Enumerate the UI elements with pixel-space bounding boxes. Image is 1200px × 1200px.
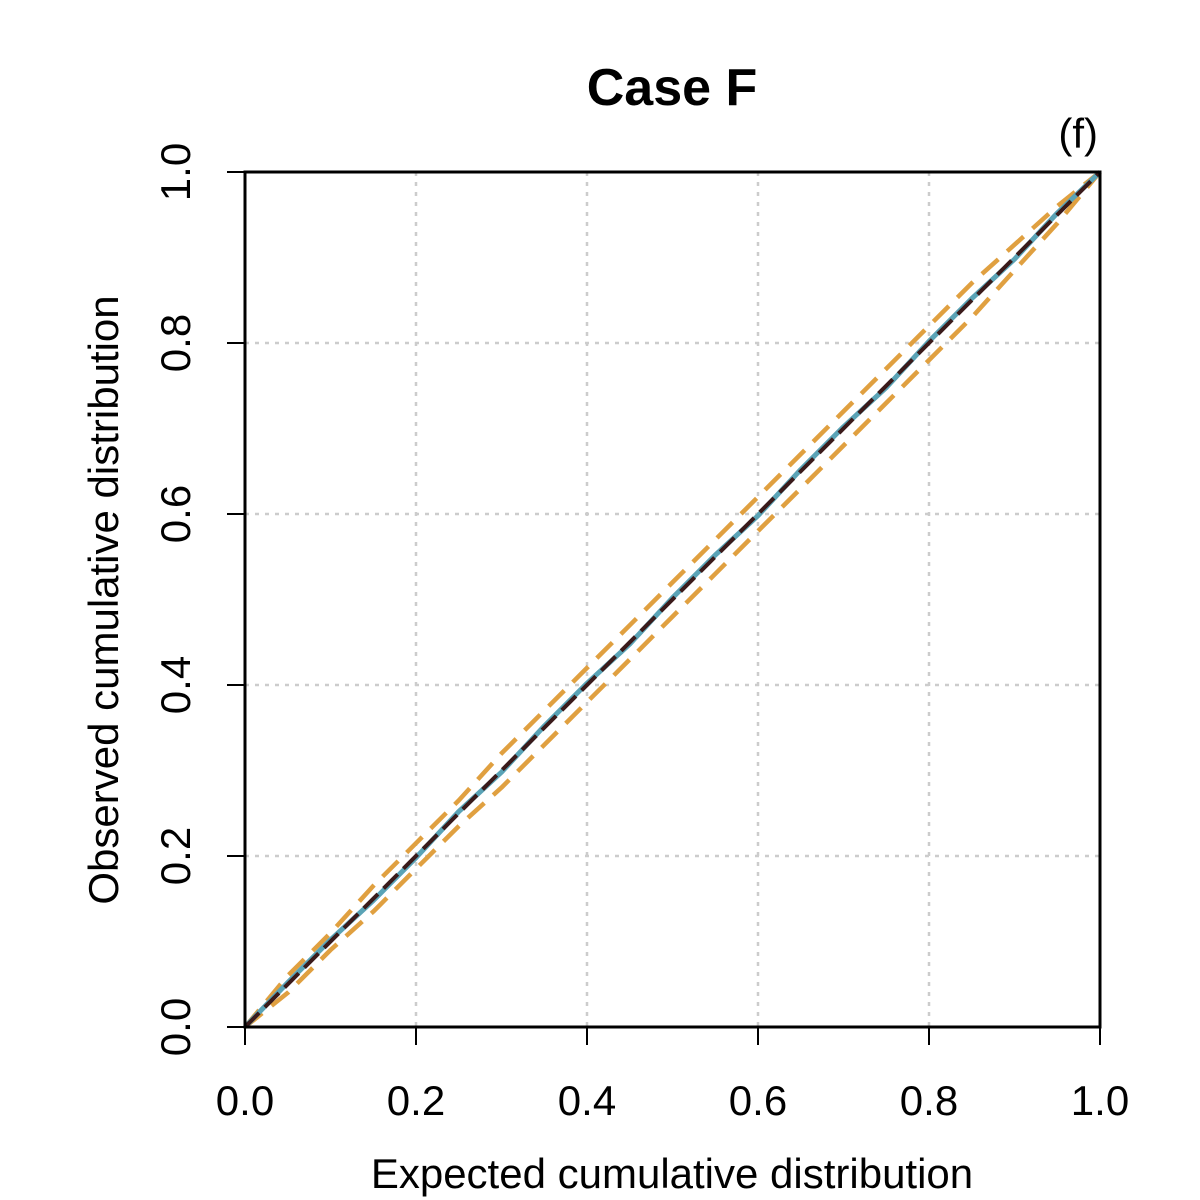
x-tick-label-0: 0.0 xyxy=(216,1077,274,1124)
y-axis: 0.0 0.2 0.4 0.6 0.8 1.0 xyxy=(152,143,246,1056)
y-tick-label-4: 0.8 xyxy=(152,314,199,372)
x-tick-label-4: 0.8 xyxy=(900,1077,958,1124)
series-line-dashed-envelope-upper xyxy=(243,170,1102,1029)
y-tick-label-3: 0.6 xyxy=(152,485,199,543)
gridlines xyxy=(245,172,1100,1027)
y-axis-label: Observed cumulative distribution xyxy=(80,295,127,904)
y-tick-label-1: 0.2 xyxy=(152,827,199,885)
panel-label: (f) xyxy=(1058,110,1098,157)
y-tick-label-2: 0.4 xyxy=(152,656,199,714)
x-axis-label: Expected cumulative distribution xyxy=(371,1150,973,1197)
series-line-reference-dashed xyxy=(243,170,1102,1029)
series-layer xyxy=(243,170,1102,1029)
chart-title: Case F xyxy=(587,59,758,117)
x-axis: 0.0 0.2 0.4 0.6 0.8 1.0 xyxy=(216,1026,1129,1124)
y-tick-label-5: 1.0 xyxy=(152,143,199,201)
x-tick-label-5: 1.0 xyxy=(1071,1077,1129,1124)
y-tick-label-0: 0.0 xyxy=(152,998,199,1056)
x-tick-label-3: 0.6 xyxy=(729,1077,787,1124)
x-tick-label-2: 0.4 xyxy=(558,1077,616,1124)
series-line-dashed-envelope-lower xyxy=(243,170,1102,1029)
x-tick-label-1: 0.2 xyxy=(387,1077,445,1124)
